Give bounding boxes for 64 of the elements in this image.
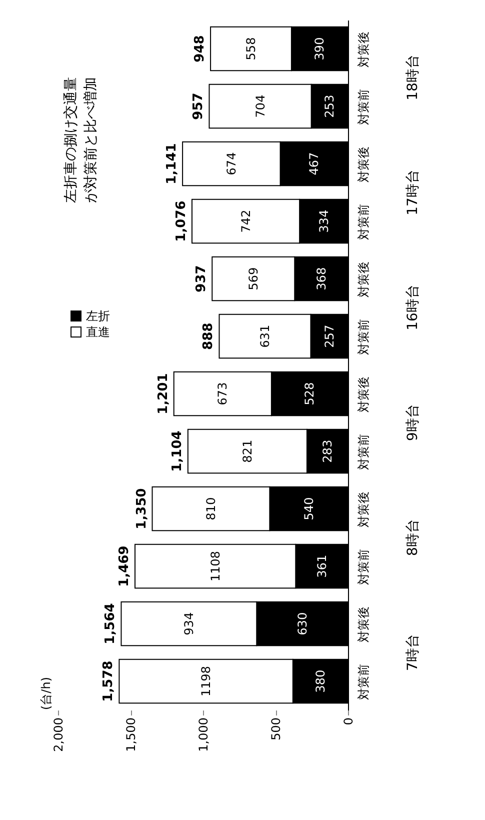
y-tick-label: 対策前: [356, 88, 370, 125]
total-label: 1,201: [156, 373, 171, 414]
data-label: 467: [307, 152, 322, 176]
data-label: 1108: [208, 550, 222, 582]
y-tick-label: 対策後: [356, 31, 370, 68]
data-label: 630: [295, 612, 310, 636]
x-tick-label: 1,000: [196, 718, 210, 752]
x-tick-label: 0: [342, 718, 356, 726]
data-label: 742: [238, 210, 253, 233]
total-label: 1,104: [170, 430, 185, 472]
data-label: 334: [316, 210, 331, 233]
x-tick-label: 2,000: [52, 718, 66, 752]
text: 17時台: [405, 170, 421, 216]
y-tick-label: 対策前: [356, 434, 370, 470]
data-label: 674: [224, 152, 238, 176]
legend-label: 左折: [86, 309, 110, 323]
data-label: 1198: [199, 666, 214, 697]
data-label: 390: [312, 37, 327, 60]
y-axis-title: (台/h): [39, 676, 53, 710]
y-tick-label: 対策前: [356, 548, 370, 585]
total-label: 957: [191, 92, 206, 120]
data-label: 380: [313, 670, 328, 693]
text: 16時台: [405, 284, 421, 330]
total-label: 1,564: [103, 603, 118, 644]
x-tick-label: 500: [269, 718, 283, 740]
y-tick-label: 対策後: [356, 146, 370, 182]
y-tick-label: 対策前: [356, 204, 370, 240]
data-label: 631: [258, 324, 272, 348]
data-label: 283: [320, 440, 334, 463]
data-label: 558: [244, 37, 258, 60]
data-label: 569: [246, 267, 260, 290]
data-label: 704: [253, 94, 268, 118]
annotation: 左折車の捌け交通量: [63, 77, 79, 203]
data-label: 821: [240, 440, 254, 463]
total-label: 888: [201, 322, 216, 350]
data-label: 368: [314, 267, 328, 290]
total-label: 1,350: [134, 488, 150, 530]
y-tick-label: 対策前: [356, 664, 370, 700]
y-tick-label: 対策後: [356, 261, 370, 298]
data-label: 540: [302, 497, 316, 520]
total-label: 1,578: [101, 660, 116, 702]
annotation: が対策前と比べ増加: [82, 77, 99, 203]
data-label: 528: [302, 382, 317, 406]
y-tick-label: 対策後: [356, 606, 370, 642]
text: 7時台: [405, 634, 421, 671]
x-tick-label: 1,500: [124, 718, 138, 752]
total-label: 937: [194, 265, 210, 292]
data-label: 810: [204, 497, 218, 520]
y-tick-label: 対策前: [356, 318, 370, 355]
data-label: 361: [314, 554, 329, 578]
text: 18時台: [405, 54, 421, 100]
total-label: 1,076: [174, 200, 189, 242]
data-label: 934: [182, 612, 196, 636]
text: 9時台: [405, 404, 421, 441]
total-label: 948: [192, 35, 208, 62]
y-tick-label: 対策後: [356, 376, 370, 412]
text: 8時台: [405, 519, 421, 556]
data-label: 673: [216, 382, 230, 406]
y-tick-label: 対策後: [356, 491, 370, 528]
data-label: 253: [322, 94, 337, 118]
total-label: 1,469: [116, 546, 132, 587]
legend-label: 直進: [86, 325, 110, 339]
data-label: 257: [322, 324, 336, 348]
total-label: 1,141: [164, 143, 180, 184]
